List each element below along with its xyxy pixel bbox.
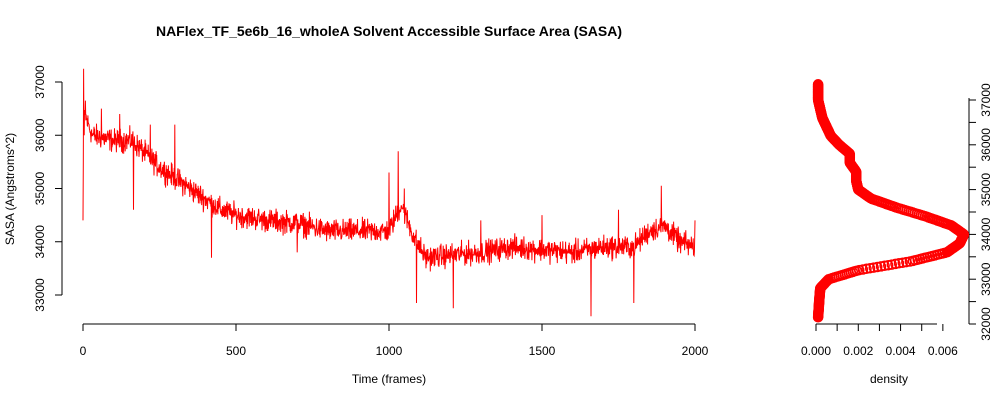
density-x-tick-label: 0.006 (928, 344, 958, 358)
density-point (890, 258, 901, 270)
density-point (812, 79, 824, 90)
density-y-tick-label: 37000 (979, 83, 993, 117)
y-tick-label: 34000 (33, 225, 47, 259)
x-tick-label: 2000 (682, 344, 709, 358)
x-axis-title: Time (frames) (352, 372, 426, 386)
y-tick-label: 37000 (33, 65, 47, 99)
x-tick-label: 1000 (376, 344, 403, 358)
sasa-timeseries-panel: 0 500 1000 1500 2000 33000 34000 35000 36000 370… (3, 65, 709, 386)
sasa-series-line (82, 68, 696, 317)
density-x-axis-title: density (870, 372, 908, 386)
density-x-ticks: 0.000 0.002 0.004 0.006 (801, 324, 958, 358)
x-tick-label: 1500 (529, 344, 556, 358)
density-points (812, 79, 970, 323)
density-point (882, 259, 894, 271)
density-point (854, 264, 865, 276)
density-y-tick-label: 32000 (979, 307, 993, 341)
density-point (879, 260, 890, 272)
density-y-tick-label: 34000 (979, 217, 993, 251)
density-y-tick-label: 33000 (979, 262, 993, 296)
density-y-ticks: 32000 33000 34000 35000 36000 37000 (969, 83, 993, 341)
density-point (893, 258, 905, 269)
density-x-tick-label: 0.000 (801, 344, 831, 358)
y-tick-label: 33000 (33, 278, 47, 312)
y-tick-label: 36000 (33, 118, 47, 152)
y-tick-label: 35000 (33, 171, 47, 205)
x-ticks: 0 500 1000 1500 2000 (80, 324, 709, 358)
density-x-tick-label: 0.004 (886, 344, 916, 358)
density-y-tick-label: 35000 (979, 173, 993, 207)
density-point (875, 261, 887, 272)
chart-title: NAFlex_TF_5e6b_16_wholeA Solvent Accessi… (156, 23, 622, 39)
y-axis-title: SASA (Angstroms^2) (3, 133, 17, 245)
density-y-tick-label: 36000 (979, 128, 993, 162)
density-point (861, 263, 872, 275)
density-point (897, 257, 908, 268)
x-tick-label: 0 (80, 344, 87, 358)
y-ticks: 33000 34000 35000 36000 37000 (33, 65, 62, 312)
density-point (868, 262, 879, 273)
density-panel: 0.000 0.002 0.004 0.006 32000 33000 34000 3500… (801, 79, 993, 386)
density-x-tick-label: 0.002 (843, 344, 873, 358)
density-point (864, 262, 876, 274)
density-point (872, 261, 883, 273)
x-tick-label: 500 (226, 344, 246, 358)
